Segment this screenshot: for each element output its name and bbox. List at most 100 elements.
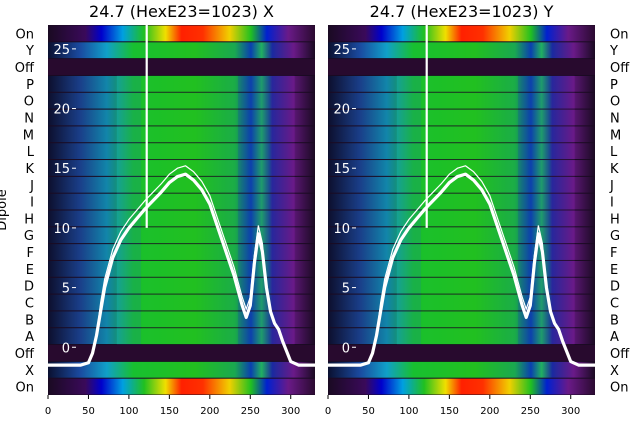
heatmap-row-20: [328, 361, 595, 378]
band-2: [141, 75, 239, 345]
dipole-label-17: B: [25, 313, 34, 328]
xtick-label-100: 100: [399, 406, 418, 417]
dipole-label-7: L: [27, 145, 35, 160]
ytick-label-15: 15: [53, 162, 70, 177]
dipole-label-2: Off: [610, 61, 630, 76]
dipole-label-3: P: [26, 78, 34, 93]
heatmap-row-8: [328, 160, 595, 176]
heatmap-row-0: [48, 25, 315, 42]
band-4: [550, 75, 575, 345]
dipole-label-5: N: [610, 112, 620, 127]
dipole-label-14: E: [26, 263, 34, 278]
xtick-label-100: 100: [119, 406, 138, 417]
ytick-label-20: 20: [333, 103, 350, 118]
dipole-label-8: K: [25, 162, 34, 177]
band-5: [294, 75, 315, 345]
heatmap-row-14: [328, 260, 595, 277]
heatmap-row-3: [328, 75, 595, 92]
ytick-label-10: 10: [333, 222, 350, 237]
ytick-label-25: 25: [53, 43, 70, 58]
heatmap-row-0: [328, 25, 595, 42]
y-axis-label: Dipole: [0, 189, 10, 230]
heatmap-row-15: [328, 277, 595, 294]
dipole-label-10: I: [30, 196, 34, 211]
dipole-label-0: On: [610, 27, 628, 42]
heatmap-row-3: [48, 75, 315, 92]
xtick-label-250: 250: [241, 406, 260, 417]
ytick-label-5: 5: [62, 282, 70, 297]
dipole-label-18: A: [25, 330, 34, 345]
dipole-label-10: I: [610, 196, 614, 211]
dipole-label-13: F: [610, 246, 617, 261]
dipole-label-12: G: [610, 229, 620, 244]
dipole-label-9: J: [29, 179, 34, 194]
dipole-label-20: X: [610, 364, 619, 379]
dipole-label-6: M: [23, 128, 34, 143]
xtick-label-50: 50: [82, 406, 95, 417]
ytick-label-5: 5: [342, 282, 350, 297]
xtick-label-200: 200: [480, 406, 499, 417]
ytick-label-20: 20: [53, 103, 70, 118]
heatmap-row-7: [328, 143, 595, 160]
dipole-label-19: Off: [15, 347, 35, 362]
heatmap-row-9: [48, 176, 315, 193]
heatmap-row-2: [48, 59, 315, 75]
heatmap-row-6: [48, 126, 315, 143]
heatmap-row-5: [328, 109, 595, 126]
dipole-label-12: G: [24, 229, 34, 244]
ytick-label-15: 15: [333, 162, 350, 177]
dipole-label-6: M: [610, 128, 621, 143]
heatmap-row-9: [328, 176, 595, 193]
heatmap-row-19: [328, 345, 595, 361]
heatmap-row-6: [328, 126, 595, 143]
dipole-label-4: O: [610, 95, 620, 110]
band-5: [574, 75, 595, 345]
dipole-label-14: E: [610, 263, 618, 278]
heatmap-row-15: [48, 277, 315, 294]
xtick-label-250: 250: [521, 406, 540, 417]
heatmap-row-11: [48, 210, 315, 227]
dipole-label-1: Y: [609, 44, 618, 59]
heatmap-row-18: [48, 328, 315, 345]
dipole-label-15: D: [24, 280, 34, 295]
heatmap-row-19: [48, 345, 315, 361]
heatmap-row-4: [48, 92, 315, 109]
chart-title: 24.7 (HexE23=1023) X: [89, 2, 274, 21]
dipole-label-8: K: [610, 162, 619, 177]
heatmap-row-21: [328, 378, 595, 395]
dipole-label-20: X: [25, 364, 34, 379]
dipole-label-21: On: [16, 381, 34, 396]
chart-title: 24.7 (HexE23=1023) Y: [370, 2, 554, 21]
heatmap-row-16: [48, 294, 315, 311]
xtick-label-150: 150: [160, 406, 179, 417]
heatmap-row-1: [328, 42, 595, 59]
series-trace-0: [328, 165, 595, 366]
heatmap-row-14: [48, 260, 315, 277]
dipole-label-3: P: [610, 78, 618, 93]
xtick-label-300: 300: [561, 406, 580, 417]
dipole-label-17: B: [610, 313, 619, 328]
ytick-label-25: 25: [333, 43, 350, 58]
ytick-label-0: 0: [62, 341, 70, 356]
xtick-label-200: 200: [200, 406, 219, 417]
dipole-label-15: D: [610, 280, 620, 295]
xtick-label-300: 300: [281, 406, 300, 417]
dipole-label-5: N: [24, 112, 34, 127]
dipole-label-1: Y: [25, 44, 34, 59]
dipole-label-13: F: [27, 246, 34, 261]
ytick-label-0: 0: [342, 341, 350, 356]
heatmap-row-4: [328, 92, 595, 109]
heatmap-row-5: [48, 109, 315, 126]
dipole-label-19: Off: [610, 347, 630, 362]
dipole-label-4: O: [24, 95, 34, 110]
xtick-label-0: 0: [45, 406, 51, 417]
heatmap-row-10: [48, 193, 315, 210]
dipole-label-16: C: [25, 297, 34, 312]
band-4: [270, 75, 295, 345]
heatmap-row-12: [328, 227, 595, 244]
heatmap-row-7: [48, 143, 315, 160]
band-2: [421, 75, 519, 345]
xtick-label-0: 0: [325, 406, 331, 417]
